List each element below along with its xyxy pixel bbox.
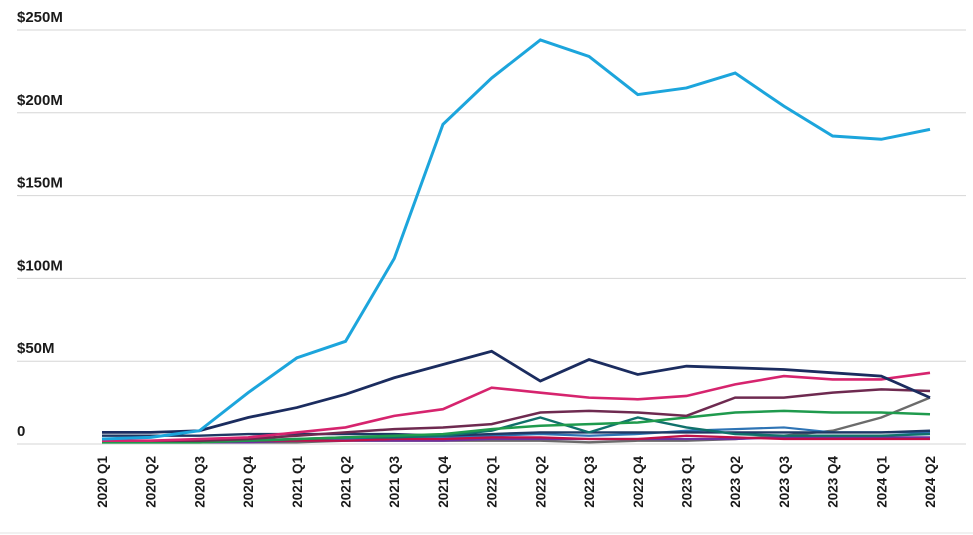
- x-axis-tick-label: 2020 Q2: [144, 456, 159, 508]
- x-axis-tick-label: 2024 Q1: [874, 456, 889, 508]
- x-axis-tick-label: 2023 Q2: [728, 456, 743, 508]
- x-axis-tick-label: 2023 Q3: [777, 456, 792, 508]
- x-axis-tick-label: 2021 Q3: [387, 456, 402, 508]
- x-axis-tick-label: 2022 Q1: [485, 456, 500, 508]
- y-axis-tick-label: $200M: [17, 92, 63, 109]
- line-series-dark-navy-2: [102, 429, 931, 437]
- line-series-pink: [102, 371, 931, 442]
- x-axis-tick-label: 2024 Q2: [923, 456, 938, 508]
- x-axis-tick-label: 2020 Q3: [192, 456, 207, 508]
- line-series-light-blue: [101, 38, 931, 441]
- x-axis-tick-label: 2022 Q4: [631, 456, 646, 508]
- x-axis-tick-label: 2021 Q2: [339, 456, 354, 508]
- x-axis-tick-label: 2021 Q4: [436, 456, 451, 508]
- y-axis-tick-label: $50M: [17, 340, 55, 357]
- x-axis-tick-label: 2020 Q4: [241, 456, 256, 508]
- y-axis-tick-label: $250M: [17, 9, 63, 26]
- x-axis-tick-label: 2022 Q2: [533, 456, 548, 508]
- y-axis-tick-label: $150M: [17, 175, 63, 192]
- x-axis-tick-label: 2023 Q1: [679, 456, 694, 508]
- x-axis-tick-label: 2022 Q3: [582, 456, 597, 508]
- x-axis-tick-label: 2021 Q1: [290, 456, 305, 508]
- y-axis-tick-label: 0: [17, 423, 25, 440]
- line-series-navy: [102, 349, 931, 434]
- x-axis-tick-label: 2023 Q4: [826, 456, 841, 508]
- x-axis-tick-label: 2020 Q1: [95, 456, 110, 508]
- line-series-purple: [102, 436, 930, 444]
- line-series-green: [102, 409, 931, 444]
- line-series-plum: [102, 388, 931, 442]
- y-axis-tick-label: $100M: [17, 257, 63, 274]
